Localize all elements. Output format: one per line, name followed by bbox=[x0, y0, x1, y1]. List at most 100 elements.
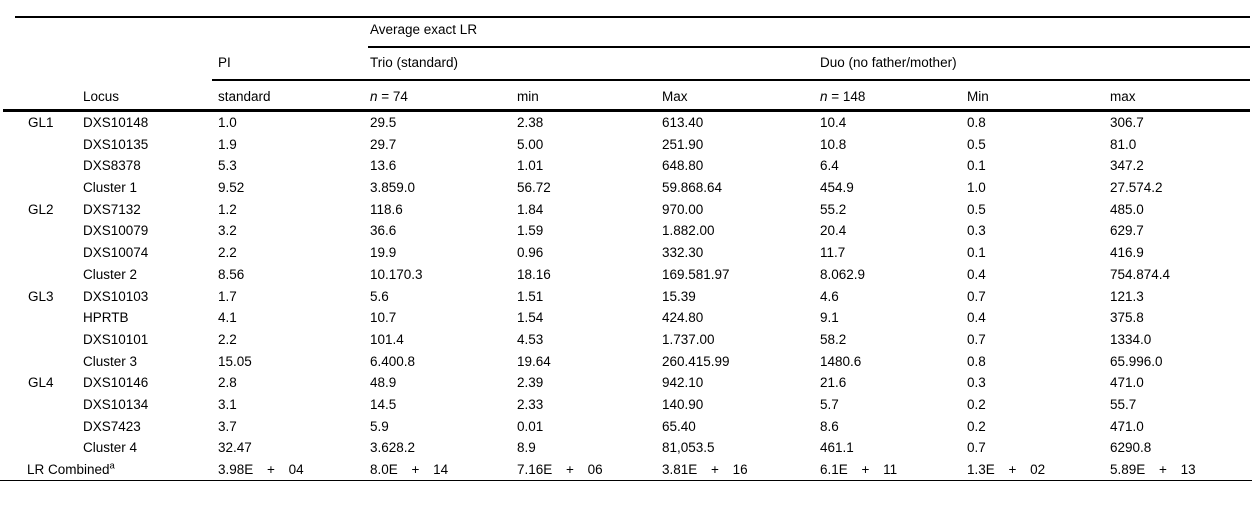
duo-min-cell: 0.7 bbox=[967, 288, 986, 304]
duo-max-cell: 471.0 bbox=[1110, 418, 1144, 434]
header-duo-n-count: = 148 bbox=[827, 89, 866, 104]
duo-n-cell: 5.7 bbox=[820, 396, 839, 412]
pi-cell: 5.3 bbox=[218, 158, 237, 174]
trio-n-cell: 48.9 bbox=[370, 375, 397, 391]
trio-n-cell: 5.9 bbox=[370, 418, 389, 434]
trio-max-cell: 942.10 bbox=[662, 375, 704, 391]
duo-n-cell: 20.4 bbox=[820, 223, 847, 239]
table-rule-top bbox=[15, 16, 1250, 18]
duo-min-cell: 0.2 bbox=[967, 418, 986, 434]
duo-max-cell: 55.7 bbox=[1110, 396, 1137, 412]
header-trio: Trio (standard) bbox=[370, 55, 459, 70]
duo-max-cell: 306.7 bbox=[1110, 115, 1144, 130]
header-duo-n: n = 148 bbox=[820, 89, 865, 105]
header-pi-standard: standard bbox=[218, 89, 271, 104]
trio-max-cell: 260.415.99 bbox=[662, 353, 730, 369]
trio-max-cell: 332.30 bbox=[662, 245, 704, 261]
duo-n-cell: 8.062.9 bbox=[820, 266, 866, 282]
pi-cell: 9.52 bbox=[218, 180, 245, 196]
trio-min-cell: 7.16E + 06 bbox=[517, 462, 603, 477]
duo-n-cell: 21.6 bbox=[820, 375, 847, 391]
trio-max-cell: 424.80 bbox=[662, 310, 704, 326]
locus-cell: DXS10146 bbox=[83, 375, 149, 391]
locus-cell: DXS10074 bbox=[83, 245, 149, 261]
locus-cell: Cluster 3 bbox=[83, 353, 138, 369]
trio-n-cell: 3.859.0 bbox=[370, 180, 416, 196]
pi-cell: 3.98E + 04 bbox=[218, 462, 304, 477]
trio-n-cell: 10.170.3 bbox=[370, 266, 423, 282]
header-locus: Locus bbox=[83, 89, 120, 104]
header-duo: Duo (no father/mother) bbox=[820, 55, 957, 70]
lr-combined-text: LR Combined bbox=[27, 462, 110, 477]
duo-min-cell: 0.3 bbox=[967, 375, 986, 391]
pi-cell: 8.56 bbox=[218, 266, 245, 282]
group-cell bbox=[28, 134, 83, 156]
duo-max-cell: 65.996.0 bbox=[1110, 353, 1163, 369]
locus-cell: DXS10135 bbox=[83, 136, 149, 152]
duo-n-cell: 10.4 bbox=[820, 115, 847, 130]
table-rule-header-bottom bbox=[3, 109, 1250, 112]
trio-n-cell: 10.7 bbox=[370, 310, 397, 326]
header-trio-max: Max bbox=[662, 89, 688, 104]
duo-max-cell: 347.2 bbox=[1110, 158, 1144, 174]
pi-cell: 3.1 bbox=[218, 396, 237, 412]
header-trio-n-count: = 74 bbox=[377, 89, 408, 104]
table-row: GL2 DXS7132 1.2 118.6 1.84 970.00 55.2 0… bbox=[0, 199, 1252, 221]
trio-n-cell: 14.5 bbox=[370, 396, 397, 412]
duo-min-cell: 1.3E + 02 bbox=[967, 462, 1046, 477]
header-pi: PI bbox=[218, 55, 231, 70]
duo-max-cell: 6290.8 bbox=[1110, 440, 1152, 456]
locus-cell: DXS10101 bbox=[83, 331, 149, 347]
trio-max-cell: 1.882.00 bbox=[662, 223, 715, 239]
duo-n-cell: 8.6 bbox=[820, 418, 839, 434]
trio-n-cell: 6.400.8 bbox=[370, 353, 416, 369]
duo-min-cell: 0.2 bbox=[967, 396, 986, 412]
duo-min-cell: 1.0 bbox=[967, 180, 986, 196]
trio-min-cell: 1.54 bbox=[517, 310, 544, 326]
trio-max-cell: 613.40 bbox=[662, 115, 704, 130]
table-row: Cluster 1 9.52 3.859.0 56.72 59.868.64 4… bbox=[0, 177, 1252, 199]
trio-max-cell: 169.581.97 bbox=[662, 266, 730, 282]
duo-n-cell: 454.9 bbox=[820, 180, 854, 196]
trio-max-cell: 15.39 bbox=[662, 288, 696, 304]
table-row: DXS10079 3.2 36.6 1.59 1.882.00 20.4 0.3… bbox=[0, 220, 1252, 242]
trio-n-cell: 101.4 bbox=[370, 331, 404, 347]
pi-cell: 3.7 bbox=[218, 418, 237, 434]
duo-min-cell: 0.4 bbox=[967, 310, 986, 326]
duo-min-cell: 0.1 bbox=[967, 158, 986, 174]
trio-max-cell: 1.737.00 bbox=[662, 331, 715, 347]
trio-min-cell: 1.01 bbox=[517, 158, 544, 174]
header-average-exact-lr: Average exact LR bbox=[370, 22, 478, 37]
table-rule-under-avg-lr bbox=[368, 46, 1250, 48]
trio-n-cell: 29.7 bbox=[370, 136, 397, 152]
pi-cell: 1.2 bbox=[218, 201, 237, 217]
locus-cell: DXS10103 bbox=[83, 288, 149, 304]
pi-cell: 2.2 bbox=[218, 245, 237, 261]
group-cell: GL1 bbox=[28, 115, 54, 130]
locus-cell: Cluster 1 bbox=[83, 180, 138, 196]
header-trio-n: n = 74 bbox=[370, 89, 408, 105]
trio-min-cell: 1.59 bbox=[517, 223, 544, 239]
header-trio-min: min bbox=[517, 89, 539, 104]
duo-n-cell: 55.2 bbox=[820, 201, 847, 217]
pi-cell: 3.2 bbox=[218, 223, 237, 239]
duo-n-cell: 11.7 bbox=[820, 245, 846, 261]
header-trio-n-symbol: n bbox=[370, 89, 378, 104]
trio-n-cell: 5.6 bbox=[370, 288, 389, 304]
table-row: GL4 DXS10146 2.8 48.9 2.39 942.10 21.6 0… bbox=[0, 372, 1252, 394]
trio-n-cell: 19.9 bbox=[370, 245, 397, 261]
trio-min-cell: 1.84 bbox=[517, 201, 544, 217]
table-row: Cluster 4 32.47 3.628.2 8.9 81,053.5 461… bbox=[0, 437, 1252, 459]
trio-min-cell: 2.39 bbox=[517, 375, 544, 391]
duo-min-cell: 0.7 bbox=[967, 440, 986, 456]
table-row: GL1 DXS10148 1.0 29.5 2.38 613.40 10.4 0… bbox=[0, 112, 1252, 134]
duo-max-cell: 27.574.2 bbox=[1110, 180, 1163, 196]
duo-min-cell: 0.4 bbox=[967, 266, 986, 282]
trio-min-cell: 1.51 bbox=[517, 288, 544, 304]
group-cell bbox=[28, 177, 83, 199]
trio-max-cell: 140.90 bbox=[662, 396, 704, 412]
group-cell: GL2 bbox=[28, 201, 54, 217]
table-row: GL3 DXS10103 1.7 5.6 1.51 15.39 4.6 0.7 … bbox=[0, 286, 1252, 308]
duo-n-cell: 4.6 bbox=[820, 288, 839, 304]
